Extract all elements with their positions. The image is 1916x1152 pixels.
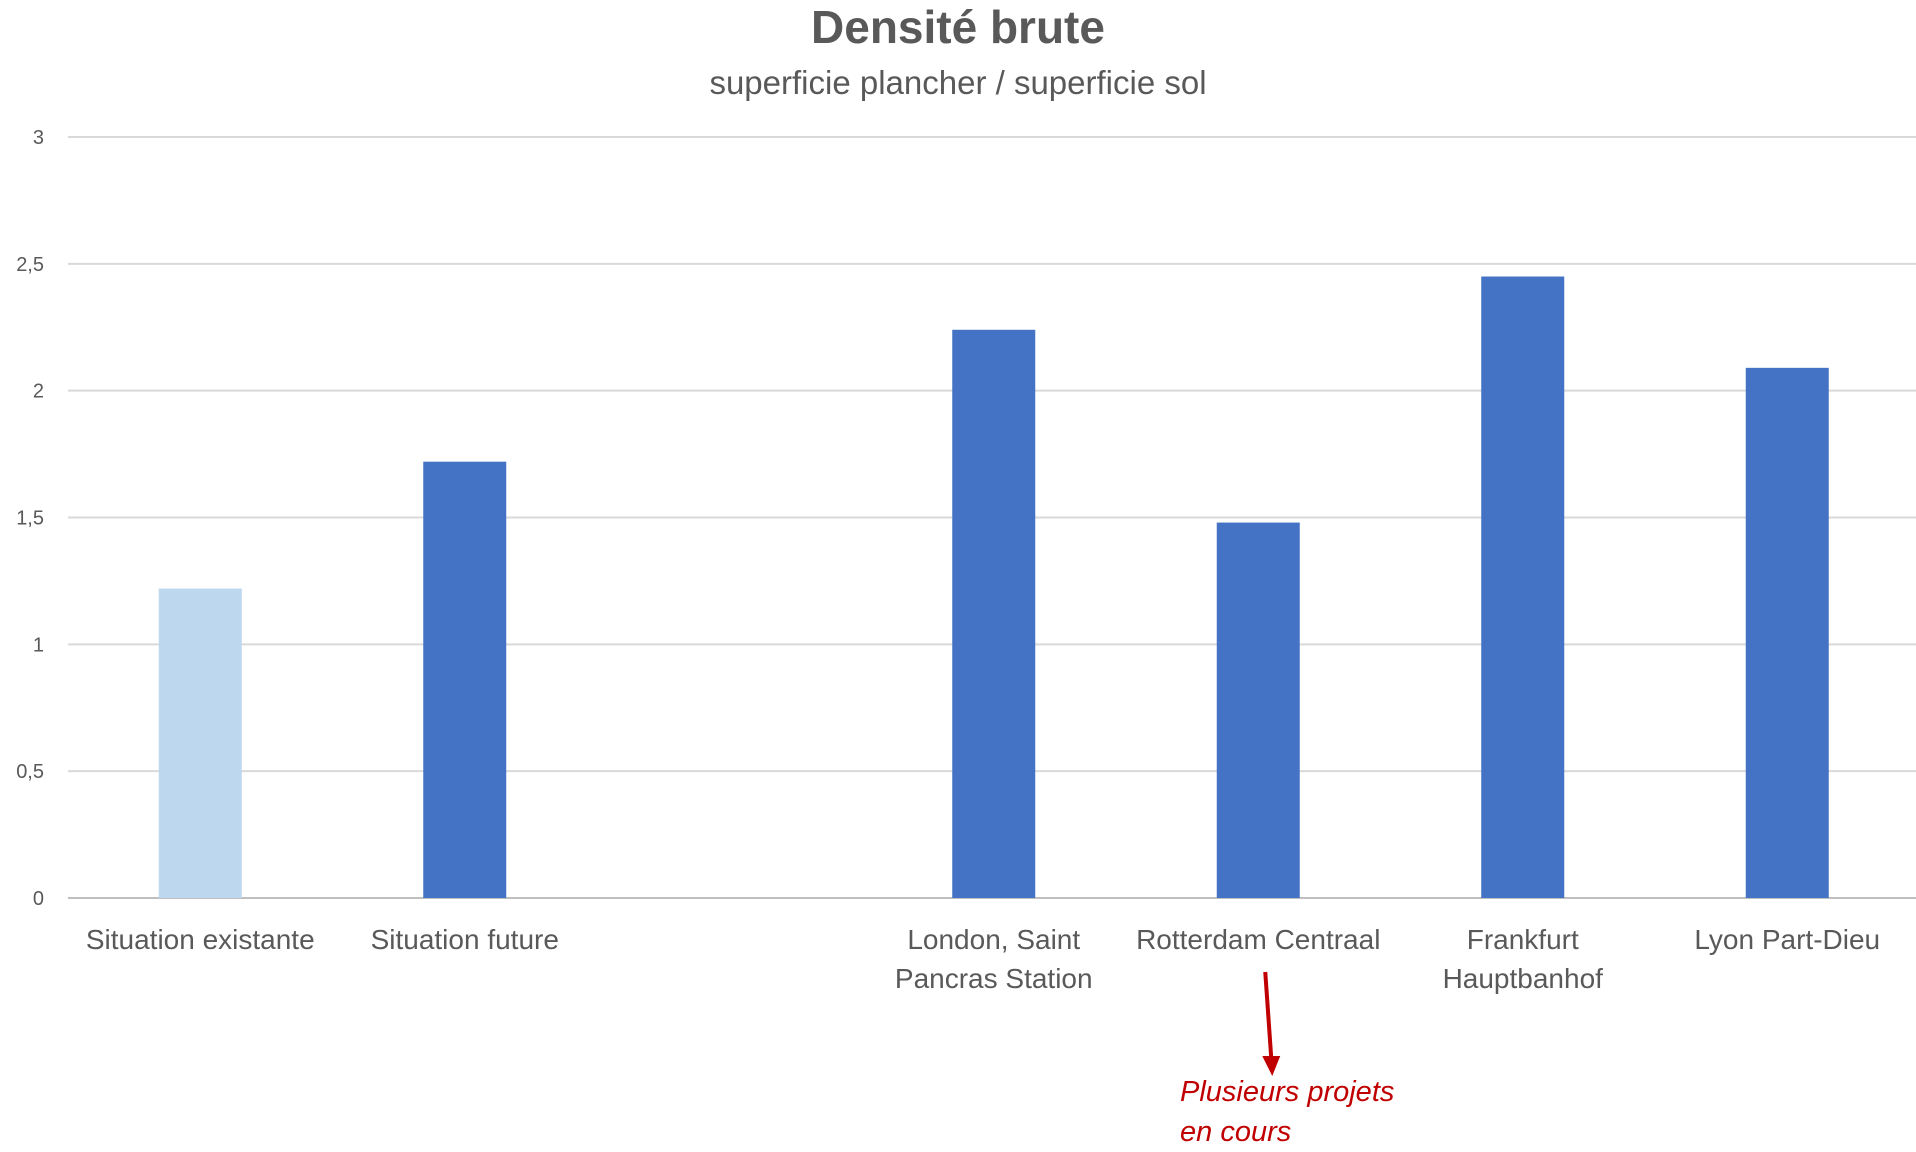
bar [158, 588, 242, 898]
x-tick-label: Frankfurt [1467, 924, 1579, 955]
x-tick-label: Situation future [371, 924, 559, 955]
chart-title: Densité brute [811, 1, 1105, 53]
y-tick-label: 1 [33, 634, 44, 656]
annotation-arrow-head [1262, 1056, 1281, 1076]
bar [1216, 522, 1300, 898]
y-tick-label: 2,5 [16, 254, 44, 276]
x-tick-label: London, Saint [907, 924, 1080, 955]
x-tick-label: Rotterdam Centraal [1136, 924, 1380, 955]
annotation-line-1: Plusieurs projets [1180, 1076, 1395, 1108]
annotation-text: Plusieurs projets en cours [1180, 1072, 1480, 1152]
x-tick-label: Situation existante [86, 924, 315, 955]
bar [1745, 367, 1829, 898]
bar [1481, 276, 1565, 898]
chart-subtitle: superficie plancher / superficie sol [709, 64, 1207, 101]
x-tick-label: Pancras Station [895, 963, 1093, 994]
y-tick-label: 0 [33, 888, 44, 910]
bar [952, 329, 1036, 899]
y-tick-label: 1,5 [16, 508, 44, 530]
bar [423, 461, 507, 898]
x-tick-label: Hauptbanhof [1443, 963, 1604, 994]
annotation-arrow-shaft [1263, 971, 1274, 1059]
y-tick-label: 2 [33, 381, 44, 403]
y-tick-label: 0,5 [16, 761, 44, 783]
annotation-line-2: en cours [1180, 1116, 1292, 1148]
y-tick-label: 3 [33, 127, 44, 149]
x-tick-label: Lyon Part-Dieu [1694, 924, 1880, 955]
